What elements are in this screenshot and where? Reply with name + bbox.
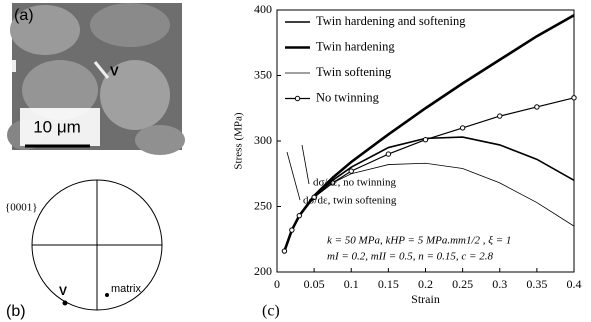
x-tick-label: 0.3 xyxy=(492,277,507,291)
y-tick-label: 300 xyxy=(254,133,272,147)
series-line xyxy=(284,98,574,251)
y-tick-label: 200 xyxy=(254,264,272,278)
panel-label: (b) xyxy=(6,303,26,320)
point xyxy=(460,126,464,130)
grain-marker: V xyxy=(110,63,119,78)
point xyxy=(349,169,353,173)
point xyxy=(423,137,427,141)
y-axis-label: Stress (MPa) xyxy=(233,112,245,169)
legend-marker xyxy=(295,96,299,100)
scale-label: 10 μm xyxy=(33,117,81,136)
x-tick-label: 0.15 xyxy=(378,277,399,291)
pole-figure xyxy=(32,180,162,310)
annotation: k = 50 MPa, kHP = 5 MPa.mm1/2 , ξ = 1 xyxy=(327,235,511,247)
annot-mark xyxy=(302,145,309,184)
x-tick-label: 0.1 xyxy=(344,277,359,291)
point-label: V xyxy=(59,284,67,298)
point xyxy=(572,96,576,100)
x-tick-label: 0.4 xyxy=(567,277,582,291)
point xyxy=(282,249,286,253)
x-axis-label: Strain xyxy=(411,292,440,306)
x-tick-label: 0 xyxy=(274,277,280,291)
pole-title: {0001} xyxy=(5,202,38,214)
x-tick-label: 0.05 xyxy=(304,277,325,291)
legend-label: Twin hardening xyxy=(316,39,395,53)
figure: (a) V 10 μm {0001} V matrix (b) (c) 2002… xyxy=(0,0,591,322)
page: (a) V 10 μm {0001} V matrix (b) (c) 2002… xyxy=(0,0,591,322)
annotation: dσ/dε, twin softening xyxy=(303,195,397,207)
y-tick-label: 400 xyxy=(254,2,272,16)
annotation: mI = 0.2, mII = 0.5, n = 0.15, c = 2.8 xyxy=(327,251,493,263)
legend-label: No twinning xyxy=(316,90,380,104)
point xyxy=(290,228,294,232)
x-tick-label: 0.2 xyxy=(418,277,433,291)
panel-label: (a) xyxy=(14,7,34,24)
point xyxy=(386,152,390,156)
y-tick-label: 250 xyxy=(254,198,272,212)
legend-label: Twin softening xyxy=(316,65,392,79)
point-label: matrix xyxy=(111,283,141,295)
panel-label: (c) xyxy=(262,303,280,320)
x-tick-label: 0.25 xyxy=(452,277,473,291)
annotation: dσ/dε, no twinning xyxy=(313,177,396,189)
point xyxy=(498,114,502,118)
chart: 200 250 300 350 400 0 0.05 0.1 0.15 0.2 0.25 0.3 0.3… xyxy=(233,2,582,306)
legend-label: Twin hardening and softening xyxy=(316,14,466,28)
point xyxy=(297,213,301,217)
point xyxy=(535,105,539,109)
x-tick-label: 0.35 xyxy=(526,277,547,291)
y-tick-label: 350 xyxy=(254,67,272,81)
annot-mark xyxy=(287,152,300,200)
